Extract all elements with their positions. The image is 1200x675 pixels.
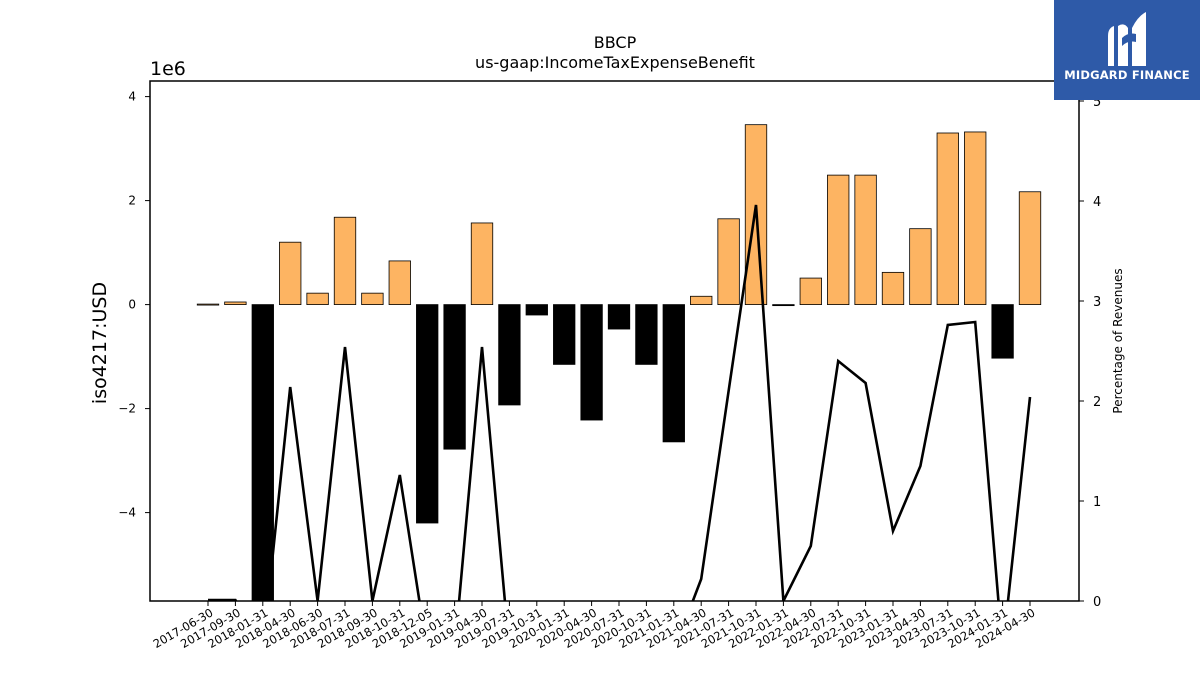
- bar-2023-07-31: [936, 132, 959, 306]
- bar-2018-09-30: [361, 292, 384, 306]
- bar-2023-10-31: [964, 131, 987, 306]
- percentage-of-revenues-line: [208, 204, 1032, 601]
- bar-2020-07-31: [607, 304, 631, 330]
- bar-2017-06-30: [196, 303, 220, 306]
- bar-2019-04-30: [470, 222, 494, 306]
- bar-2021-07-31: [717, 218, 740, 306]
- left-axis-ticks: −4 −2 0 2 4: [118, 90, 150, 520]
- bar-series: [196, 124, 1042, 601]
- bar-2020-10-31: [635, 304, 658, 365]
- bar-2021-04-30: [690, 295, 713, 305]
- right-tick-label: 3: [1093, 295, 1101, 310]
- right-tick-label: 0: [1093, 595, 1101, 610]
- chart-title: BBCP: [594, 33, 637, 52]
- y2-axis-label: Percentage of Revenues: [1111, 268, 1125, 413]
- bar-2018-04-30: [279, 241, 302, 305]
- right-axis-ticks: 0 1 2 3 4 5: [1079, 95, 1101, 610]
- right-tick-label: 5: [1093, 95, 1101, 110]
- bar-2018-07-31: [333, 216, 357, 306]
- plot-frame: [149, 80, 1080, 602]
- bar-2019-10-31: [525, 304, 548, 316]
- bar-2022-10-31: [854, 174, 877, 305]
- y-axis-label: iso4217:USD: [89, 282, 111, 404]
- brand-name: MIDGARD FINANCE: [1064, 68, 1190, 82]
- bar-2020-04-30: [580, 304, 603, 421]
- bar-2020-01-31: [553, 304, 576, 365]
- bar-2018-01-31: [251, 304, 274, 601]
- bar-2018-12-05: [416, 304, 439, 524]
- bar-2022-04-30: [799, 277, 822, 305]
- bar-2018-06-30: [306, 292, 329, 306]
- midgard-logo-icon: [1108, 12, 1146, 66]
- bar-2024-04-30: [1018, 191, 1042, 305]
- y-multiplier-label: 1e6: [150, 58, 186, 80]
- left-tick-label: 4: [128, 90, 136, 104]
- bar-2023-04-30: [909, 228, 932, 305]
- bar-2022-07-31: [827, 174, 850, 305]
- left-tick-label: −4: [118, 506, 136, 520]
- left-tick-label: 2: [128, 194, 136, 208]
- right-tick-label: 1: [1093, 495, 1101, 510]
- bar-2018-10-31: [388, 260, 411, 306]
- bar-2021-01-31: [662, 304, 685, 443]
- bar-2017-09-30: [224, 301, 247, 305]
- bar-2023-01-31: [881, 271, 905, 305]
- x-axis-ticks: 2017-06-302017-09-302018-01-312018-04-30…: [151, 601, 1038, 651]
- bar-2019-01-31: [443, 304, 466, 450]
- left-tick-label: −2: [118, 402, 136, 416]
- bar-2022-01-31: [772, 304, 795, 307]
- line-series: [208, 204, 1032, 601]
- bar-2024-01-31: [991, 304, 1014, 359]
- right-tick-label: 2: [1093, 395, 1101, 410]
- brand-logo: MIDGARD FINANCE: [1054, 0, 1200, 100]
- left-tick-label: 0: [128, 298, 136, 312]
- bar-2019-07-31: [498, 304, 521, 406]
- right-tick-label: 4: [1093, 195, 1101, 210]
- chart-subtitle: us-gaap:IncomeTaxExpenseBenefit: [475, 53, 755, 72]
